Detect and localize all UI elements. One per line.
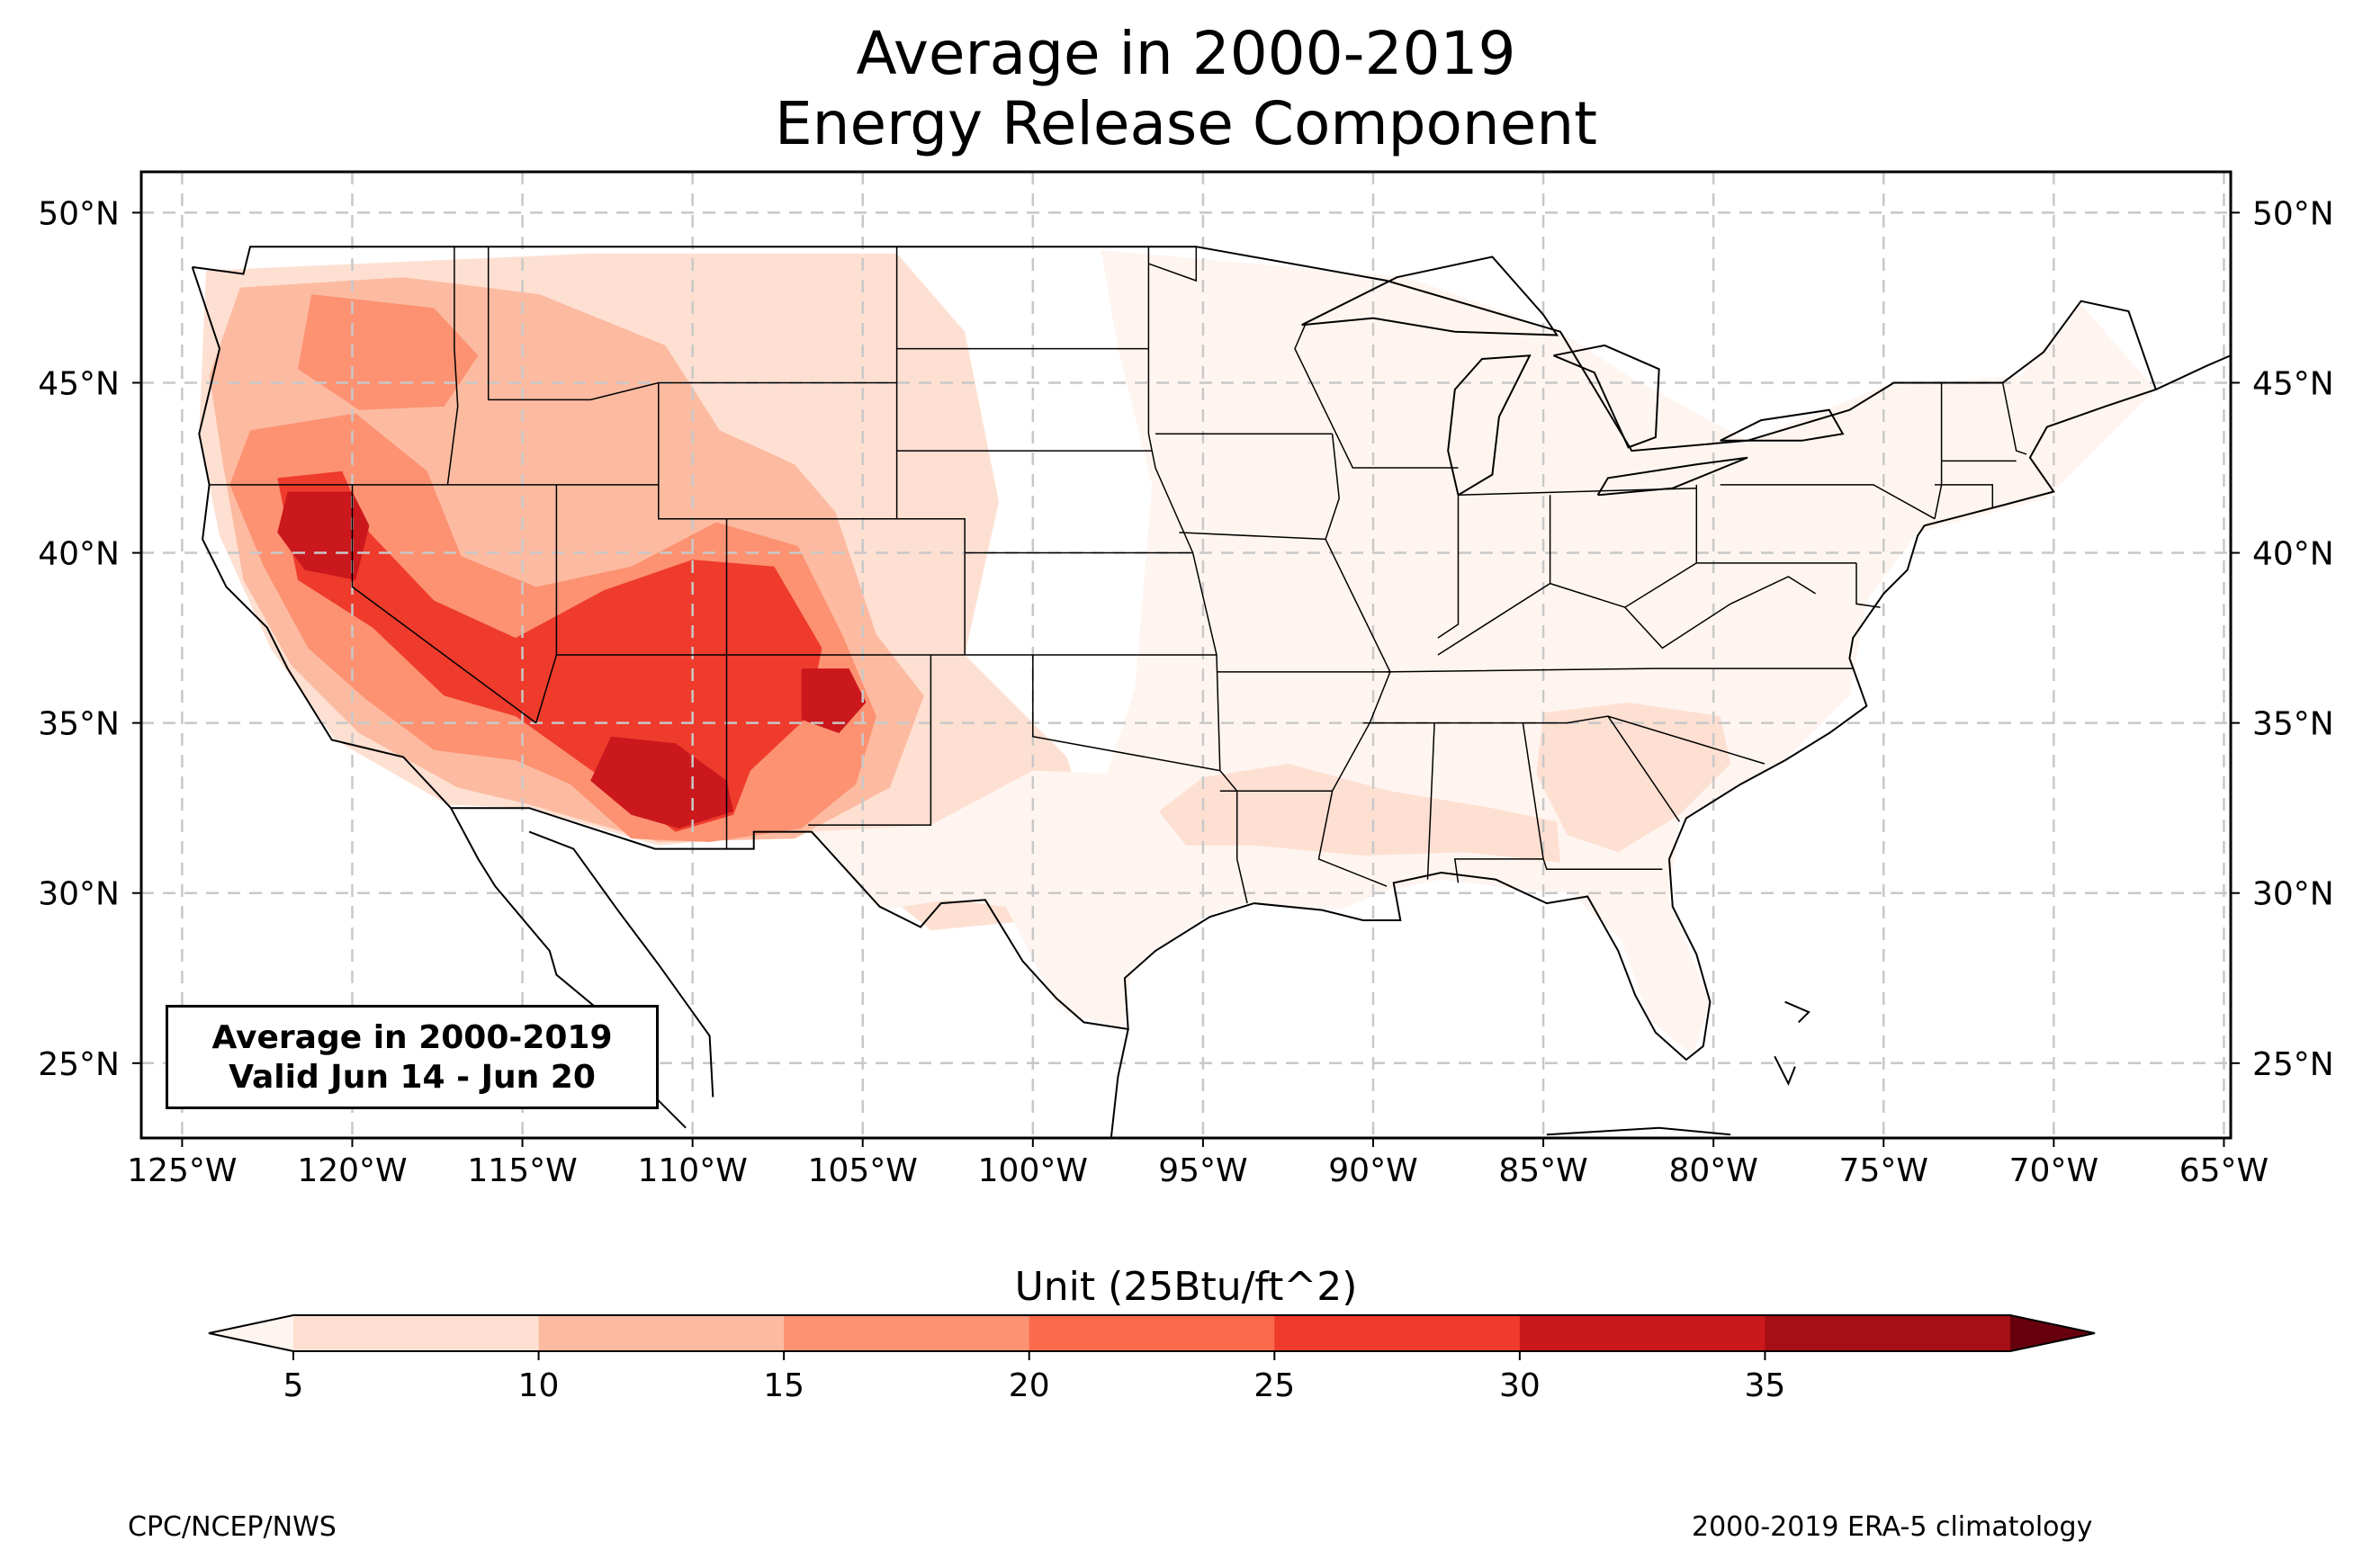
- fill-region-gulf-coast-patch: [1158, 764, 1560, 863]
- colorbar-tick-label-1: 10: [518, 1367, 560, 1404]
- colorbar-extend-high: [2010, 1315, 2095, 1351]
- colorbar-tick-label-3: 20: [1009, 1367, 1050, 1404]
- footer-source: CPC/NCEP/NWS: [128, 1511, 337, 1543]
- state-border-25: [1458, 487, 1697, 497]
- state-border-19: [1317, 434, 1391, 887]
- lon-tick-label-2: 115°W: [467, 1152, 577, 1189]
- lat-tick-label-left-0: 25°N: [38, 1046, 120, 1083]
- lon-tick-label-9: 80°W: [1668, 1152, 1757, 1189]
- chart-title-line-2: Energy Release Component: [774, 89, 1598, 158]
- us-outline: [191, 246, 2158, 1062]
- colorbar-segment-4: [1274, 1315, 1521, 1351]
- state-border-31: [1426, 722, 1435, 880]
- lon-tick-label-1: 120°W: [297, 1152, 407, 1189]
- fill-region-arizona-core: [590, 736, 733, 829]
- nova-scotia: [2155, 354, 2231, 390]
- colorbar-tick-label-2: 15: [763, 1367, 804, 1404]
- colorbar-title: Unit (25Btu/ft^2): [1014, 1264, 1358, 1310]
- state-border-18: [1179, 532, 1326, 541]
- colorbar-extend-low: [209, 1315, 293, 1351]
- info-box-line-2: Valid Jun 14 - Jun 20: [229, 1059, 596, 1096]
- lon-tick-label-6: 95°W: [1158, 1152, 1247, 1189]
- lon-tick-label-3: 110°W: [637, 1152, 747, 1189]
- lat-tick-label-right-5: 50°N: [2252, 195, 2334, 232]
- colorbar-tick-label-6: 35: [1745, 1367, 1786, 1404]
- fill-region-southeast-patch: [1536, 702, 1731, 853]
- colorbar-segment-6: [1765, 1315, 2011, 1351]
- state-border-30: [1362, 715, 1766, 765]
- map-frame: [139, 170, 2233, 1140]
- fill-region-texas-field: [812, 770, 1136, 1029]
- lat-tick-label-left-3: 40°N: [38, 536, 120, 573]
- info-box: Average in 2000-2019 Valid Jun 14 - Jun …: [166, 1005, 659, 1109]
- colorbar-segment-1: [538, 1315, 785, 1351]
- lon-tick-label-4: 105°W: [808, 1152, 918, 1189]
- state-border-22: [1294, 324, 1459, 469]
- state-border-8: [808, 655, 932, 826]
- state-border-41: [1148, 246, 1198, 282]
- lon-tick-label-8: 85°W: [1498, 1152, 1587, 1189]
- state-border-29: [1387, 668, 1854, 673]
- bahamas-2: [1774, 1055, 1796, 1086]
- lat-tick-label-right-2: 35°N: [2252, 706, 2334, 743]
- state-border-23: [1437, 495, 1460, 639]
- state-border-15: [1032, 655, 1220, 772]
- great-lake-huron: [1553, 344, 1660, 449]
- lat-tick-label-right-3: 40°N: [2252, 536, 2334, 573]
- lat-tick-label-right-0: 25°N: [2252, 1046, 2334, 1083]
- mexico-gulf-coast: [1110, 1028, 1129, 1138]
- colorbar-tick-label-5: 30: [1499, 1367, 1541, 1404]
- lon-tick-label-12: 65°W: [2179, 1152, 2269, 1189]
- gulf-california: [528, 830, 714, 1098]
- state-border-16: [1147, 246, 1248, 904]
- lat-tick-label-left-5: 50°N: [38, 195, 120, 232]
- cuba: [1546, 1126, 1731, 1136]
- lon-tick-label-10: 75°W: [1839, 1152, 1928, 1189]
- great-lake-michigan: [1447, 354, 1532, 497]
- state-border-2: [351, 484, 537, 724]
- state-border-33: [1542, 858, 1663, 870]
- fill-region-oregon-patch: [298, 294, 479, 410]
- lat-tick-label-left-2: 35°N: [38, 706, 120, 743]
- fill-region-west-severe-field: [277, 470, 822, 832]
- state-border-28: [1437, 562, 1697, 656]
- chart-title-line-1: Average in 2000-2019: [856, 19, 1516, 88]
- state-border-38: [1935, 484, 1994, 509]
- fill-region-nmex-core: [801, 668, 867, 733]
- state-border-34: [1607, 715, 1681, 822]
- state-border-32: [1453, 722, 1544, 883]
- state-border-40: [1855, 562, 1881, 608]
- state-border-36: [2001, 382, 2027, 455]
- colorbar-segment-0: [293, 1315, 540, 1351]
- colorbar-segment-3: [1029, 1315, 1275, 1351]
- fill-region-east-light-field: [1049, 250, 2156, 1057]
- fill-region-norcal-core: [277, 491, 370, 580]
- state-border-9: [487, 246, 897, 401]
- colorbar: 5 10 15 20 25 30 35: [208, 1314, 2096, 1404]
- lat-tick-label-left-4: 45°N: [38, 365, 120, 402]
- state-border-0: [446, 246, 459, 485]
- great-lake-superior: [1301, 255, 1559, 336]
- lon-tick-label-7: 90°W: [1328, 1152, 1417, 1189]
- lat-tick-label-right-1: 30°N: [2252, 876, 2334, 913]
- lon-tick-label-11: 70°W: [2009, 1152, 2098, 1189]
- axis-ticks: 125°W 120°W 115°W 110°W 105°W 100°W 95°W 90°W 85…: [38, 195, 2334, 1189]
- colorbar-segment-5: [1519, 1315, 1766, 1351]
- info-box-line-1: Average in 2000-2019: [211, 1019, 613, 1056]
- erc-fill-layer: [199, 250, 2156, 1057]
- coastline-layer: [191, 246, 2231, 1138]
- colorbar-tick-label-0: 5: [283, 1367, 304, 1404]
- state-border-27: [1720, 484, 1936, 520]
- footer-climatology: 2000-2019 ERA-5 climatology: [1692, 1511, 2093, 1543]
- lon-tick-label-0: 125°W: [127, 1152, 237, 1189]
- great-lake-ontario: [1720, 408, 1845, 442]
- bahamas-1: [1784, 1000, 1810, 1024]
- lat-tick-label-left-1: 30°N: [38, 876, 120, 913]
- lat-tick-label-right-4: 45°N: [2252, 365, 2334, 402]
- lon-tick-label-5: 100°W: [978, 1152, 1088, 1189]
- colorbar-tick-label-4: 25: [1253, 1367, 1295, 1404]
- colorbar-segment-2: [784, 1315, 1030, 1351]
- state-border-39: [1624, 576, 1816, 650]
